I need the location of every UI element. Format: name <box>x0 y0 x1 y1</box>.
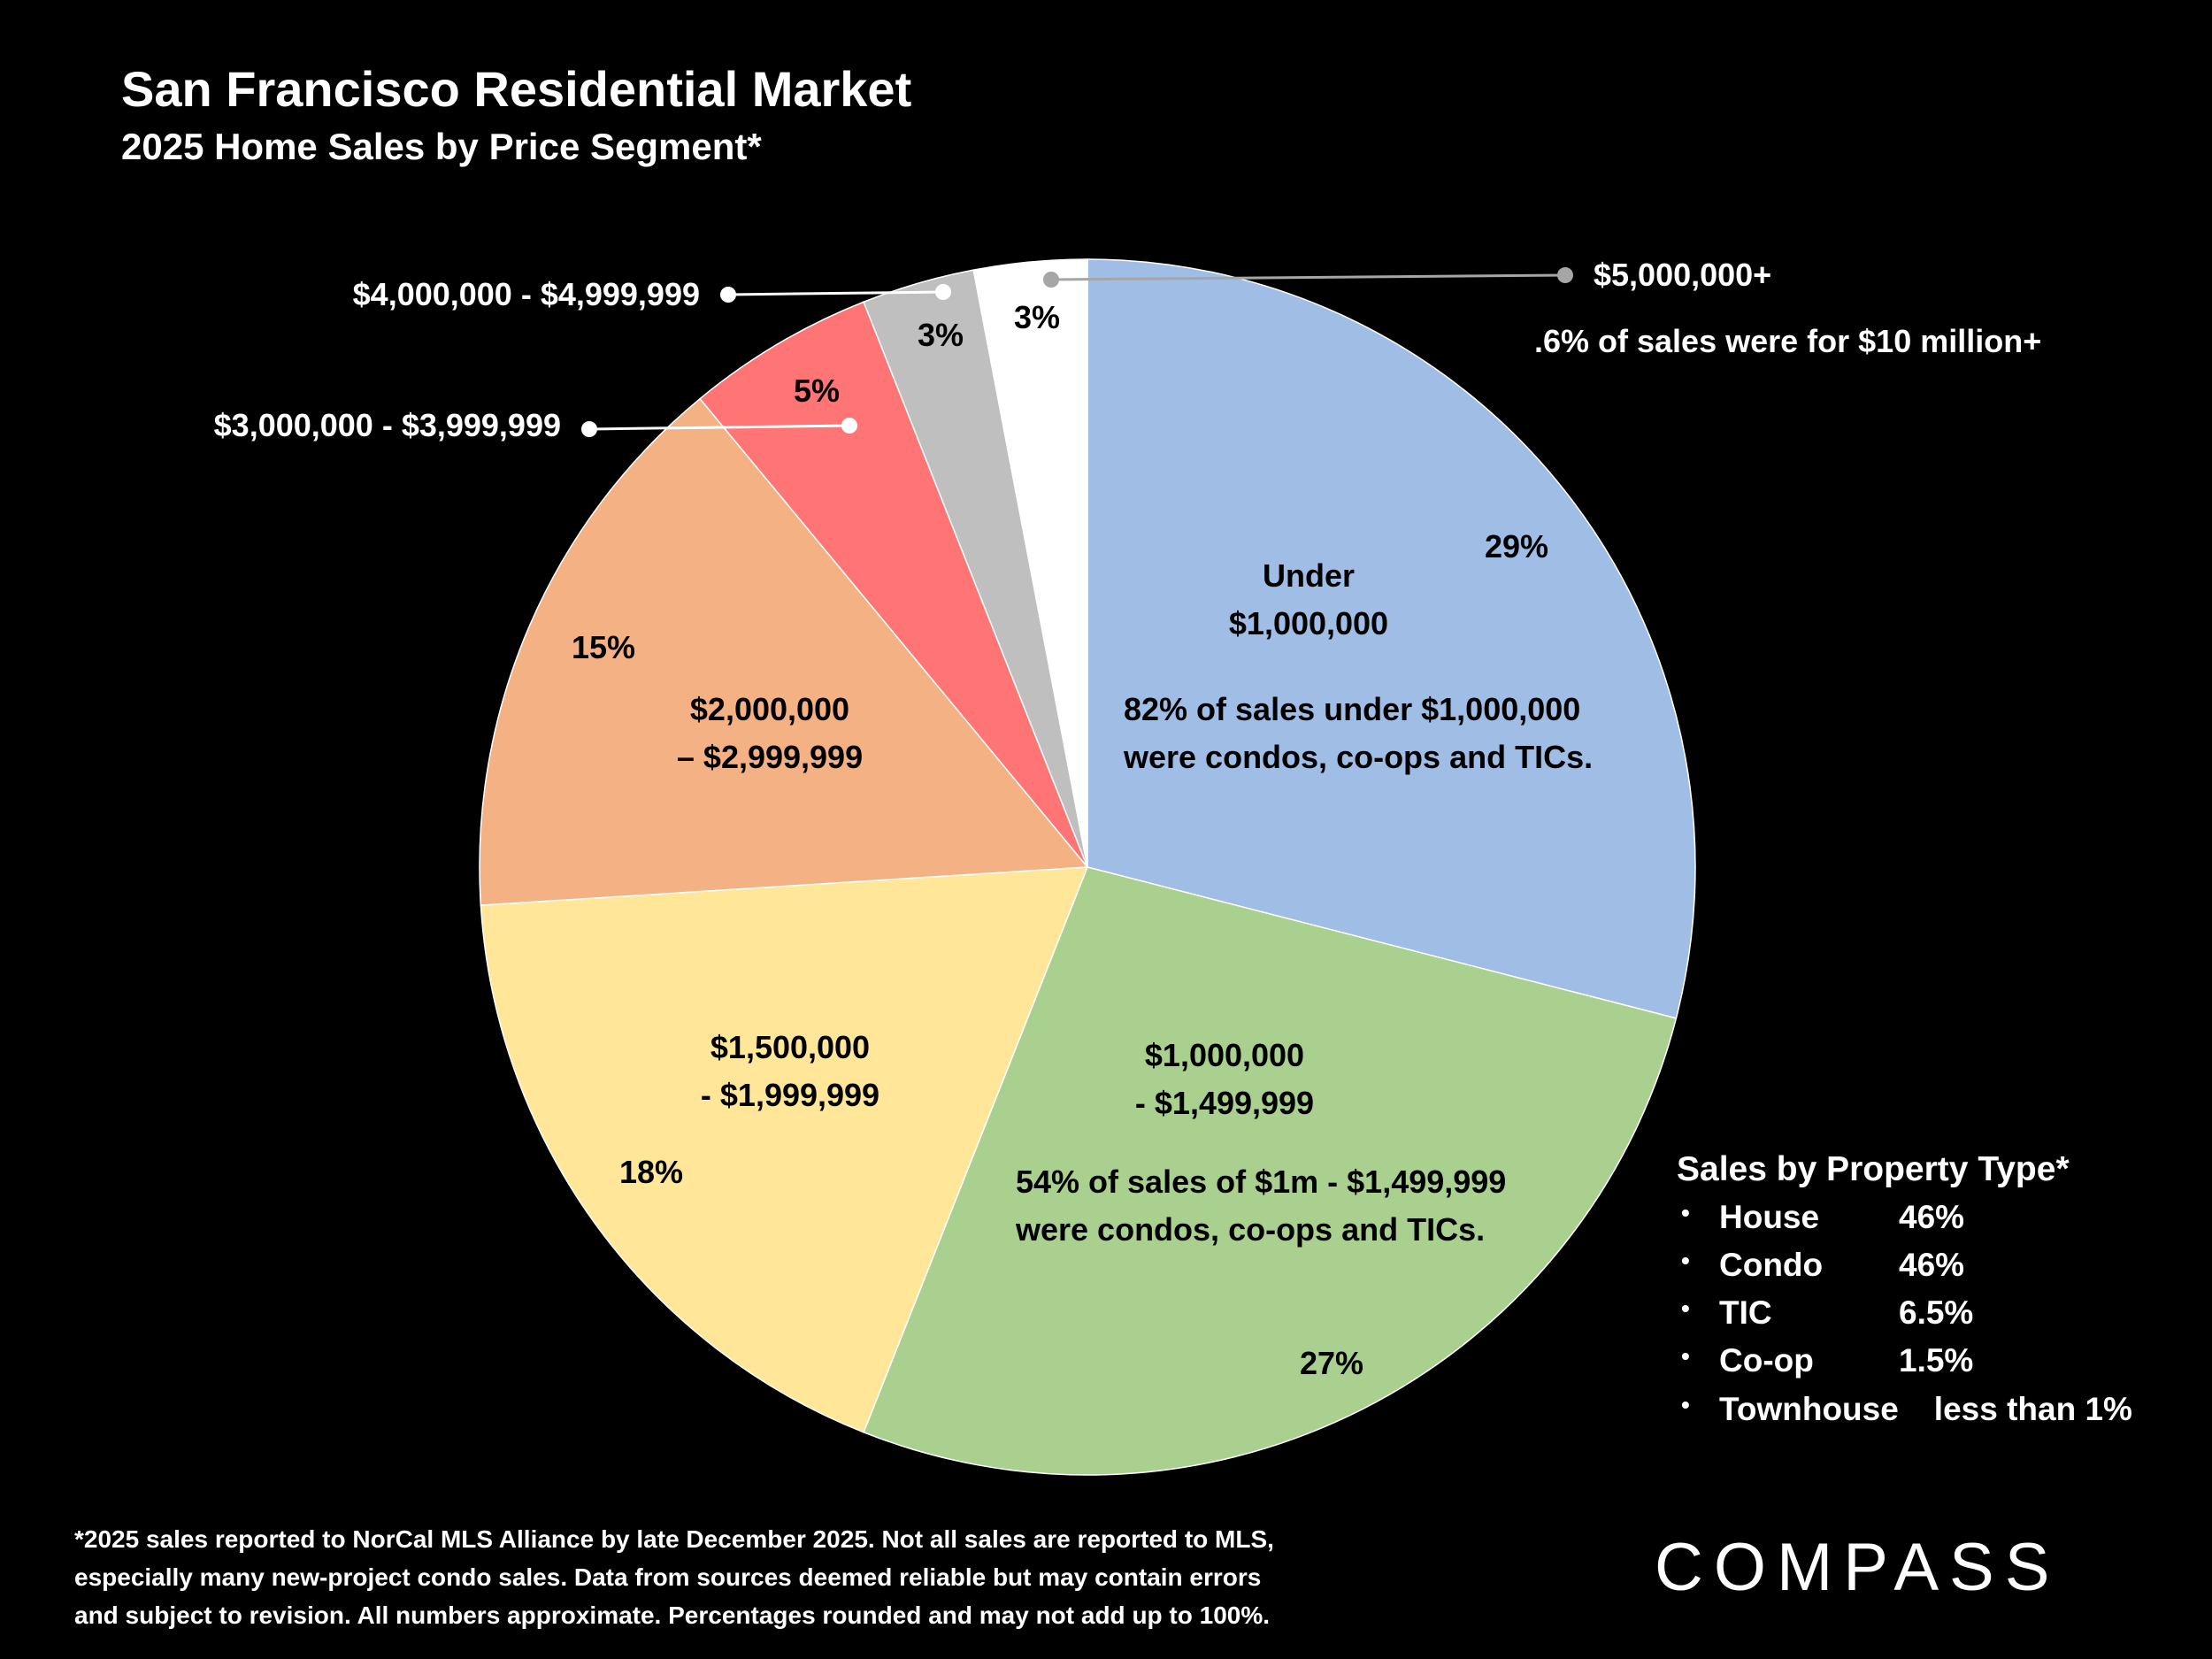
leader-dot <box>581 421 597 437</box>
value-label: 18% <box>618 1154 684 1190</box>
category-label: Under $1,000,000 <box>1228 557 1389 641</box>
leader-dot <box>1043 272 1059 288</box>
property-type-share: 6.5% <box>1899 1294 1974 1331</box>
category-label: $4,000,000 - $4,999,999 <box>352 276 700 312</box>
property-type-name: House <box>1719 1199 1820 1235</box>
bullet: • <box>1681 1199 1690 1226</box>
footnote-line: especially many new-project condo sales.… <box>74 1563 1262 1591</box>
pie-slice <box>1087 258 1696 1019</box>
annotation: 82% of sales under $1,000,000 were condo… <box>1124 691 1594 775</box>
bullet: • <box>1681 1247 1690 1274</box>
value-label: 5% <box>793 373 841 409</box>
property-type-share: 46% <box>1899 1199 1965 1235</box>
leader-dot <box>1557 267 1573 283</box>
property-type-share: 46% <box>1899 1247 1965 1283</box>
leader-line <box>727 290 944 296</box>
property-type-share: 1.5% <box>1899 1342 1974 1379</box>
leader-dot <box>720 287 736 303</box>
leader-line <box>588 424 850 431</box>
value-label: 27% <box>1299 1345 1364 1381</box>
property-type-name: Co-op <box>1719 1342 1814 1379</box>
value-label: 15% <box>571 629 636 665</box>
annotation: .6% of sales were for $10 million+ <box>1534 323 2042 359</box>
pie-slice <box>863 866 1678 1476</box>
leader-dot <box>841 418 857 434</box>
annotation: 54% of sales of $1m - $1,499,999 were co… <box>1016 1164 1507 1248</box>
pie-slice <box>480 866 1089 1433</box>
footnote-line: *2025 sales reported to NorCal MLS Allia… <box>74 1525 1274 1553</box>
logo: COMPASS <box>1655 1530 2061 1605</box>
bullet: • <box>1681 1391 1690 1418</box>
value-label: 3% <box>917 317 964 353</box>
leader-dot <box>935 284 951 300</box>
category-label: $3,000,000 - $3,999,999 <box>213 407 561 443</box>
footnote-line: and subject to revision. All numbers app… <box>74 1601 1271 1629</box>
bullet: • <box>1681 1294 1690 1322</box>
value-label: 3% <box>1013 299 1061 335</box>
category-label: $2,000,000 – $2,999,999 <box>676 691 864 775</box>
chart-subtitle: 2025 Home Sales by Price Segment* <box>121 126 762 167</box>
category-label: $1,000,000 - $1,499,999 <box>1134 1037 1315 1121</box>
pie-slice <box>972 258 1088 868</box>
pie-slice <box>479 397 1089 906</box>
footnote: *2025 sales reported to NorCal MLS Allia… <box>74 1520 1274 1634</box>
category-label: $1,500,000 - $1,999,999 <box>700 1029 880 1113</box>
property-type-name: TIC <box>1719 1294 1772 1331</box>
bullet: • <box>1681 1342 1690 1370</box>
value-label: 29% <box>1484 528 1549 565</box>
pie-slice <box>699 301 1088 868</box>
property-type-title: Sales by Property Type* <box>1677 1150 2070 1188</box>
property-type-name: Townhouse <box>1719 1391 1899 1427</box>
leader-line <box>1050 273 1566 281</box>
category-label: $5,000,000+ <box>1594 257 1772 293</box>
chart-title: San Francisco Residential Market <box>121 61 912 117</box>
property-type-share: less than 1% <box>1933 1391 2132 1427</box>
property-type-name: Condo <box>1719 1247 1824 1283</box>
